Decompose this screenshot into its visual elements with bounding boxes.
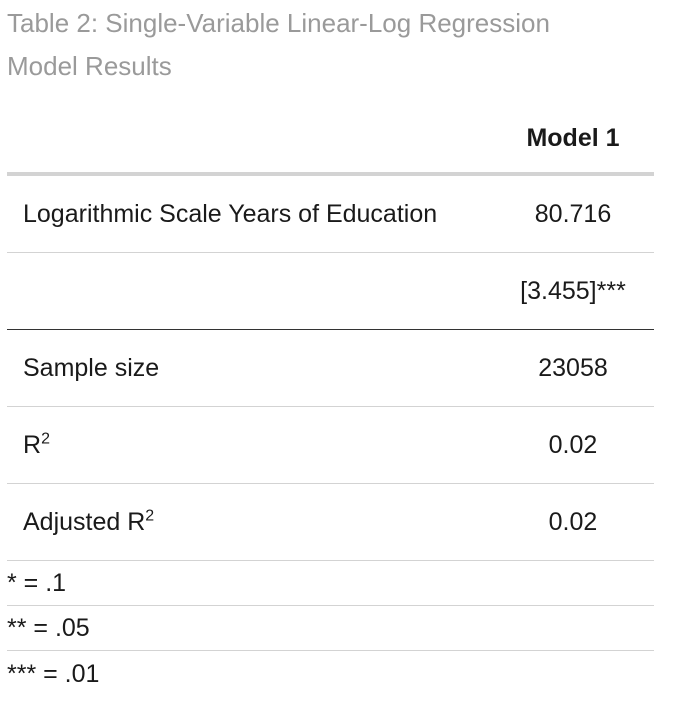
- significance-note-row: * = .1: [7, 561, 654, 606]
- r-squared-label-text: R: [23, 430, 42, 459]
- coefficient-estimate: 80.716: [534, 199, 612, 228]
- header-row: Model 1: [7, 104, 654, 176]
- adjusted-r-squared-row: Adjusted R2 0.02: [7, 484, 654, 561]
- significance-note-row: ** = .05: [7, 606, 654, 651]
- coefficient-row: Logarithmic Scale Years of Education 80.…: [7, 176, 654, 253]
- adjusted-r-squared-label-text: Adjusted R: [23, 507, 146, 536]
- coefficient-label: Logarithmic Scale Years of Education: [23, 199, 438, 228]
- significance-note: *** = .01: [7, 660, 100, 688]
- sample-size-row: Sample size 23058: [7, 330, 654, 407]
- r-squared-row: R2 0.02: [7, 407, 654, 484]
- adjusted-r-squared-label: Adjusted R2: [7, 508, 496, 537]
- sample-size-label: Sample size: [23, 353, 160, 382]
- regression-table: Model 1 Logarithmic Scale Years of Educa…: [7, 104, 654, 696]
- significance-note: * = .1: [7, 569, 67, 597]
- std-error-row: [3.455]***: [7, 253, 654, 330]
- adjusted-r-squared-value: 0.02: [548, 507, 598, 536]
- r-squared-label: R2: [7, 431, 496, 460]
- r-squared-superscript: 2: [41, 430, 50, 448]
- sample-size-value: 23058: [538, 353, 608, 382]
- coefficient-std-error: [3.455]***: [520, 276, 626, 305]
- caption-line-1: Table 2: Single-Variable Linear-Log Regr…: [7, 8, 550, 38]
- r-squared-value: 0.02: [548, 430, 598, 459]
- column-header-model-1: Model 1: [526, 123, 620, 152]
- significance-note-row: *** = .01: [7, 651, 654, 696]
- caption-line-2: Model Results: [7, 51, 172, 81]
- significance-note: ** = .05: [7, 614, 90, 642]
- adjusted-r-squared-superscript: 2: [145, 507, 155, 525]
- table-caption: Table 2: Single-Variable Linear-Log Regr…: [7, 2, 647, 88]
